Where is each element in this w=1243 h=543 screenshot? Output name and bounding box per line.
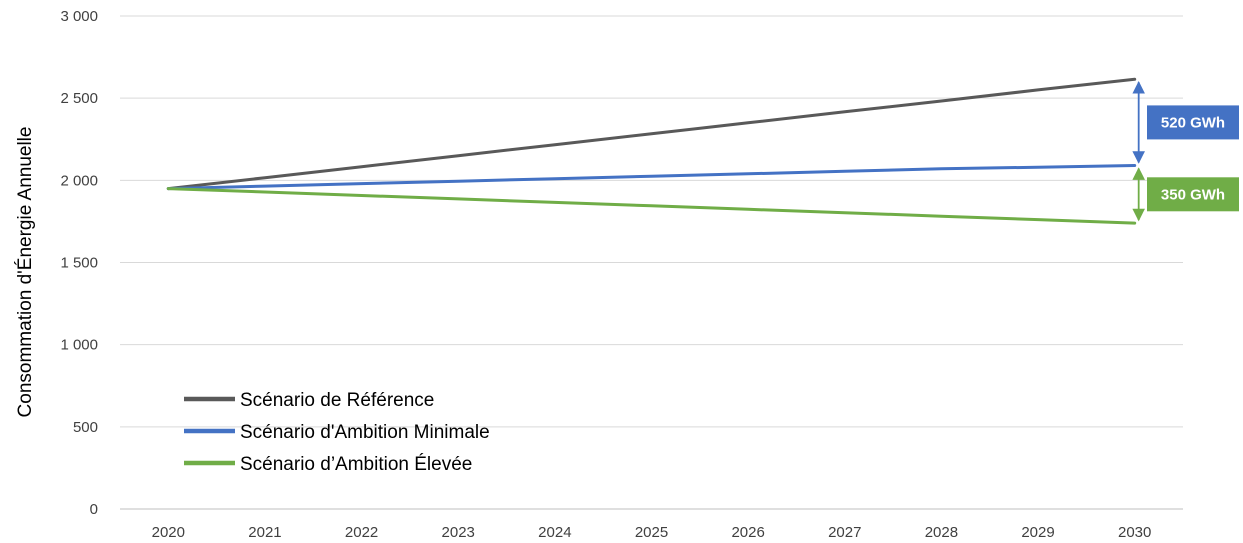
y-tick-label: 500 [73,419,98,436]
legend-label: Scénario d’Ambition Élevée [240,454,472,475]
series-lines [166,77,1137,225]
series-line-1 [166,77,1137,191]
y-tick-label: 2 000 [60,172,98,189]
x-tick-label: 2028 [925,524,958,541]
difference-badge-label: 350 GWh [1161,186,1225,203]
y-tick-label: 1 000 [60,337,98,354]
legend-label: Scénario d'Ambition Minimale [240,422,490,443]
x-tick-label: 2026 [731,524,764,541]
y-tick-label: 1 500 [60,255,98,272]
difference-badge-1 [1147,105,1239,140]
x-tick-label: 2030 [1118,524,1151,541]
series-line-2 [166,164,1137,191]
y-axis-ticks: 0 500 1 000 1 500 2 000 2 500 3 000 [60,8,98,518]
x-tick-label: 2021 [248,524,281,541]
x-tick-label: 2023 [442,524,475,541]
x-axis-ticks: 2020 2021 2022 2023 2024 2025 2026 2027 2028 2029… [152,524,1152,541]
x-tick-label: 2020 [152,524,185,541]
gridlines [120,15,1183,510]
y-axis-label: Consommation d'Énergie Annuelle [15,127,36,418]
legend: Scénario de Référence Scénario d'Ambition… [184,390,490,475]
x-tick-label: 2029 [1021,524,1054,541]
legend-label: Scénario de Référence [240,390,434,411]
y-tick-label: 0 [90,501,98,518]
x-tick-label: 2027 [828,524,861,541]
y-tick-label: 2 500 [60,90,98,107]
x-tick-label: 2025 [635,524,668,541]
series-line-3 [166,187,1137,225]
difference-annotations: 520 GWh 350 GWh [1132,81,1239,222]
difference-badge-2 [1147,177,1239,212]
difference-badge-label: 520 GWh [1161,114,1225,131]
x-tick-label: 2022 [345,524,378,541]
y-tick-label: 3 000 [60,8,98,25]
x-tick-label: 2024 [538,524,571,541]
